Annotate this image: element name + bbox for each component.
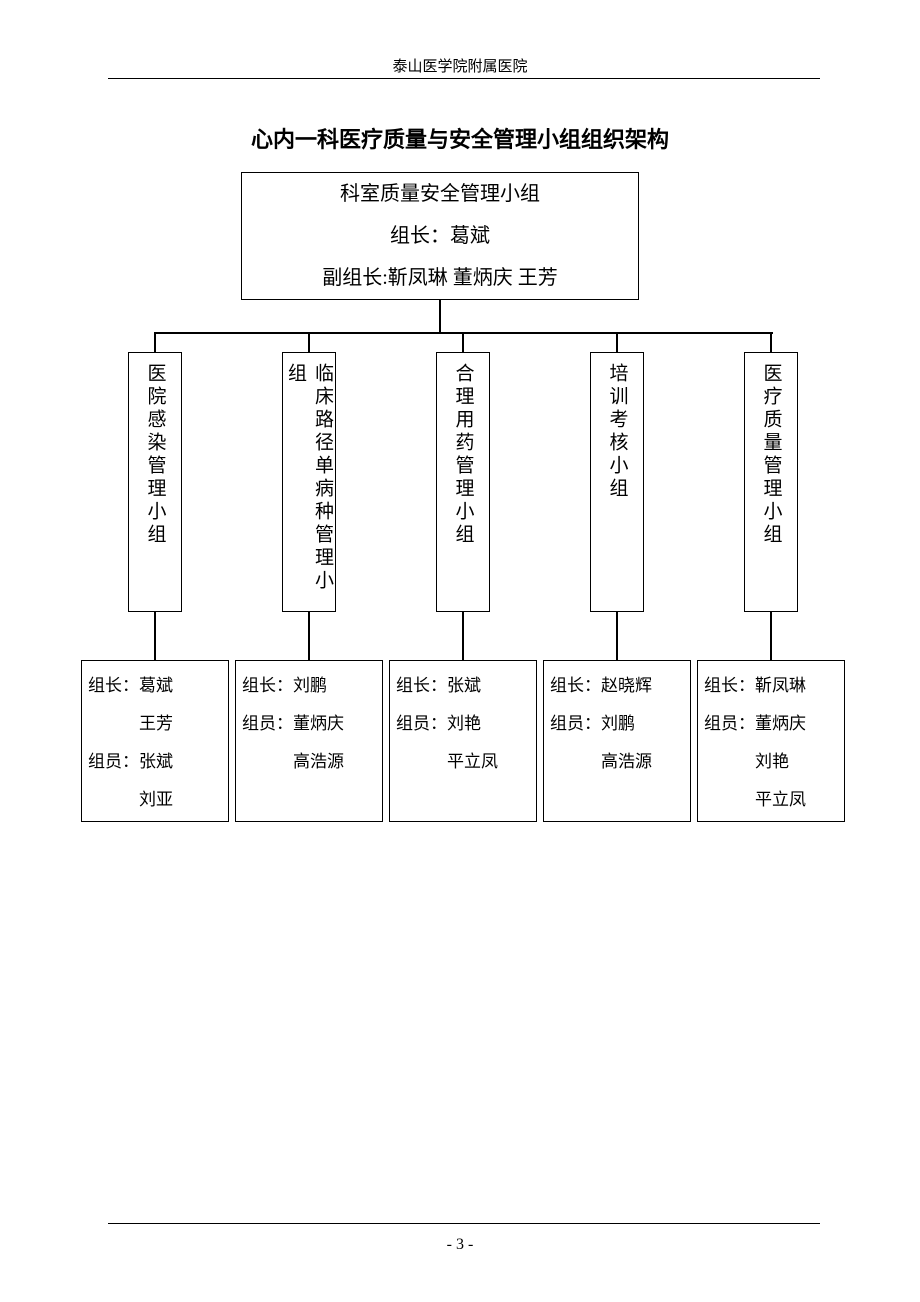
detail-line-1-2: 高浩源 bbox=[236, 743, 382, 781]
branch-box-0: 医院感染管理小组 bbox=[128, 352, 182, 612]
detail-line-2-2: 平立凤 bbox=[390, 743, 536, 781]
branch-name-1: 临床路径单病种管理小组 bbox=[282, 363, 336, 611]
detail-line-1-1: 组员：董炳庆 bbox=[236, 705, 382, 743]
header-rule bbox=[108, 78, 820, 79]
detail-line-2-1: 组员：刘艳 bbox=[390, 705, 536, 743]
detail-box-3: 组长：赵晓辉组员：刘鹏 高浩源 bbox=[543, 660, 691, 822]
branch-name-2: 合理用药管理小组 bbox=[450, 363, 477, 547]
detail-line-1-0: 组长：刘鹏 bbox=[236, 667, 382, 705]
detail-line-0-2: 组员：张斌 bbox=[82, 743, 228, 781]
detail-box-0: 组长：葛斌 王芳组员：张斌 刘亚 bbox=[81, 660, 229, 822]
top-box-line1: 科室质量安全管理小组 bbox=[242, 173, 638, 215]
detail-line-3-2: 高浩源 bbox=[544, 743, 690, 781]
detail-box-2: 组长：张斌组员：刘艳 平立凤 bbox=[389, 660, 537, 822]
branch-name-0: 医院感染管理小组 bbox=[142, 363, 169, 547]
detail-line-0-1: 王芳 bbox=[82, 705, 228, 743]
detail-line-4-3: 平立凤 bbox=[698, 781, 844, 819]
page-number: - 3 - bbox=[0, 1236, 920, 1254]
branch-box-4: 医疗质量管理小组 bbox=[744, 352, 798, 612]
detail-line-0-0: 组长：葛斌 bbox=[82, 667, 228, 705]
detail-box-1: 组长：刘鹏组员：董炳庆 高浩源 bbox=[235, 660, 383, 822]
detail-line-4-1: 组员：董炳庆 bbox=[698, 705, 844, 743]
branch-box-1: 临床路径单病种管理小组 bbox=[282, 352, 336, 612]
branch-name-4: 医疗质量管理小组 bbox=[758, 363, 785, 547]
page-header: 泰山医学院附属医院 bbox=[0, 55, 920, 76]
detail-line-4-2: 刘艳 bbox=[698, 743, 844, 781]
detail-line-4-0: 组长：靳凤琳 bbox=[698, 667, 844, 705]
detail-box-4: 组长：靳凤琳组员：董炳庆 刘艳 平立凤 bbox=[697, 660, 845, 822]
top-box-line3: 副组长:靳凤琳 董炳庆 王芳 bbox=[242, 257, 638, 299]
detail-line-0-3: 刘亚 bbox=[82, 781, 228, 819]
page-number-text: - 3 - bbox=[447, 1236, 474, 1253]
branch-box-3: 培训考核小组 bbox=[590, 352, 644, 612]
title-text: 心内一科医疗质量与安全管理小组组织架构 bbox=[251, 127, 669, 152]
page-title: 心内一科医疗质量与安全管理小组组织架构 bbox=[0, 122, 920, 154]
branch-name-3: 培训考核小组 bbox=[604, 363, 631, 501]
detail-line-3-0: 组长：赵晓辉 bbox=[544, 667, 690, 705]
header-text: 泰山医学院附属医院 bbox=[392, 59, 527, 75]
detail-line-3-1: 组员：刘鹏 bbox=[544, 705, 690, 743]
branch-box-2: 合理用药管理小组 bbox=[436, 352, 490, 612]
top-box-line2: 组长：葛斌 bbox=[242, 215, 638, 257]
footer-rule bbox=[108, 1223, 820, 1224]
top-box: 科室质量安全管理小组组长：葛斌副组长:靳凤琳 董炳庆 王芳 bbox=[241, 172, 639, 300]
detail-line-2-0: 组长：张斌 bbox=[390, 667, 536, 705]
